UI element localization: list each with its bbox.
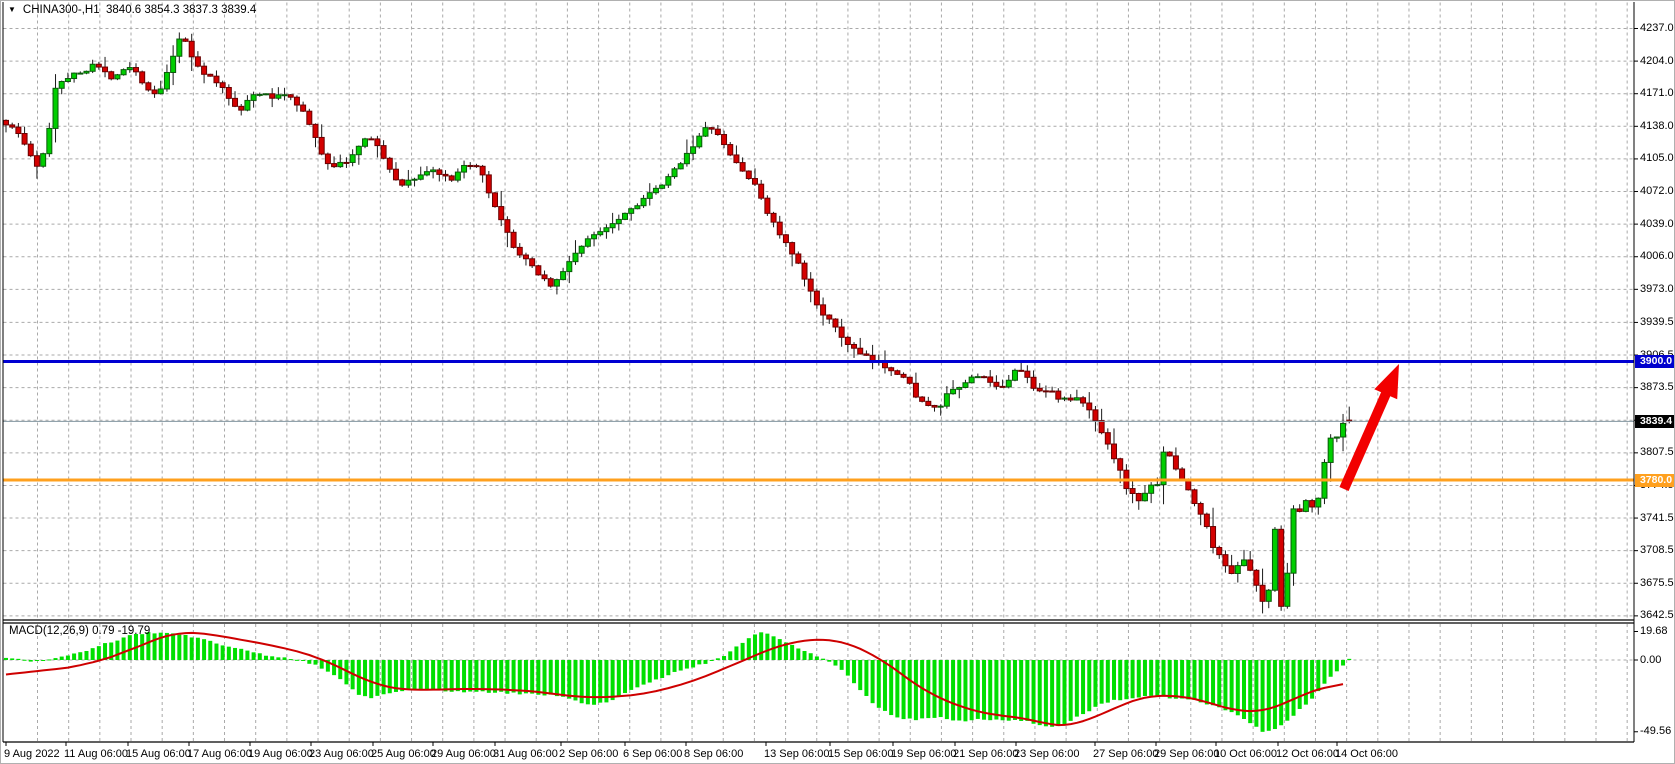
time-tick-label: 14 Oct 06:00 xyxy=(1335,748,1398,760)
macd-tick-label: -49.56 xyxy=(1640,725,1672,738)
time-tick-label: 29 Sep 06:00 xyxy=(1154,748,1220,760)
time-tick-label: 19 Sep 06:00 xyxy=(891,748,957,760)
time-tick-label: 19 Aug 06:00 xyxy=(248,748,313,760)
time-tick-label: 6 Sep 06:00 xyxy=(623,748,683,760)
time-tick-label: 9 Aug 2022 xyxy=(4,748,60,760)
price-tick-label: 3741.5 xyxy=(1640,511,1674,524)
price-tick-label: 3642.5 xyxy=(1640,609,1674,622)
price-tick-label: 3675.5 xyxy=(1640,576,1674,589)
support-price-badge: 3780.0 xyxy=(1635,473,1674,487)
time-tick-label: 8 Sep 06:00 xyxy=(684,748,744,760)
time-tick-label: 11 Aug 06:00 xyxy=(64,748,129,760)
price-tick-label: 4237.0 xyxy=(1640,22,1674,34)
time-tick-label: 23 Aug 06:00 xyxy=(309,748,374,760)
resistance-price-badge: 3900.0 xyxy=(1635,355,1674,368)
time-tick-label: 12 Oct 06:00 xyxy=(1276,748,1339,760)
price-tick-label: 4204.0 xyxy=(1640,54,1674,67)
time-tick-label: 10 Oct 06:00 xyxy=(1214,748,1277,760)
price-tick-label: 4105.0 xyxy=(1640,152,1674,165)
time-tick-label: 31 Aug 06:00 xyxy=(493,748,558,760)
price-tick-label: 4171.0 xyxy=(1640,87,1674,100)
price-tick-label: 3807.5 xyxy=(1640,446,1674,459)
symbol-bar: ▼ CHINA300-,H1 3840.6 3854.3 3837.3 3839… xyxy=(8,4,256,16)
price-tick-label: 3973.0 xyxy=(1640,282,1674,295)
symbol-ohlc-label: CHINA300-,H1 3840.6 3854.3 3837.3 3839.4 xyxy=(22,4,257,16)
time-tick-label: 29 Aug 06:00 xyxy=(431,748,496,760)
price-tick-label: 3873.5 xyxy=(1640,381,1674,394)
macd-tick-label: 0.00 xyxy=(1640,653,1662,666)
time-tick-label: 2 Sep 06:00 xyxy=(559,748,619,760)
trend-arrow[interactable] xyxy=(1339,388,1392,492)
macd-indicator-label: MACD(12,26,9) 0.79 -19.79 xyxy=(9,625,151,637)
time-tick-label: 15 Aug 06:00 xyxy=(126,748,191,760)
price-tick-label: 4006.0 xyxy=(1640,250,1674,263)
time-tick-label: 25 Aug 06:00 xyxy=(371,748,436,760)
time-tick-label: 27 Sep 06:00 xyxy=(1093,748,1159,760)
time-tick-label: 13 Sep 06:00 xyxy=(764,748,830,760)
price-tick-label: 4138.0 xyxy=(1640,119,1674,132)
price-tick-label: 4072.0 xyxy=(1640,185,1674,197)
macd-tick-label: 19.68 xyxy=(1640,625,1668,637)
time-tick-label: 15 Sep 06:00 xyxy=(828,748,894,760)
time-tick-label: 21 Sep 06:00 xyxy=(953,748,1019,760)
symbol-dropdown-icon[interactable]: ▼ xyxy=(8,5,16,14)
time-tick-label: 17 Aug 06:00 xyxy=(187,748,252,760)
trend-arrow-head[interactable] xyxy=(1374,364,1399,400)
price-tick-label: 3939.5 xyxy=(1640,315,1674,328)
price-tick-label: 4039.0 xyxy=(1640,217,1674,230)
current-price-badge: 3839.4 xyxy=(1635,414,1674,428)
time-tick-label: 23 Sep 06:00 xyxy=(1014,748,1080,760)
price-tick-label: 3708.5 xyxy=(1640,544,1674,557)
